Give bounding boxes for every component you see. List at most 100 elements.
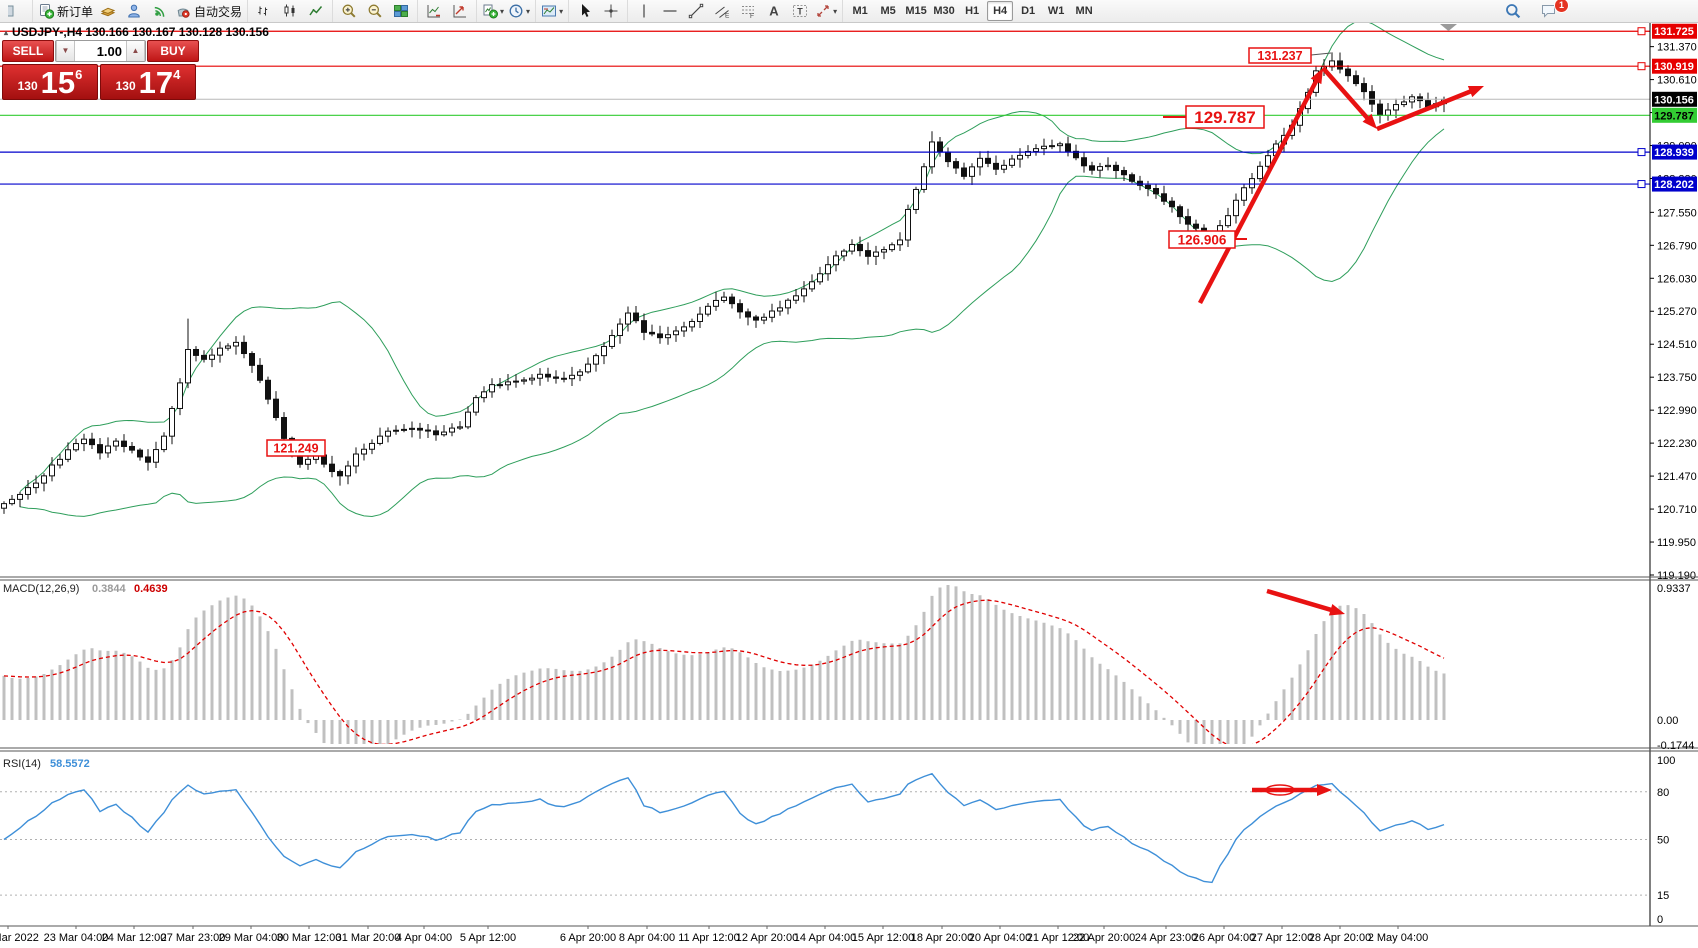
- macd-axis-max: 0.9337: [1657, 583, 1691, 595]
- chart-shift-button[interactable]: [447, 1, 473, 21]
- chart-shift-marker: [1440, 24, 1457, 31]
- signals-button[interactable]: [147, 1, 173, 21]
- rsi-axis-level: 50: [1657, 835, 1669, 847]
- periods-button[interactable]: ▾: [506, 1, 532, 21]
- auto-trading-label: 自动交易: [194, 4, 243, 19]
- price-axis-box: [1652, 58, 1697, 74]
- search-button[interactable]: [1500, 1, 1526, 21]
- date-axis-label: 21 Apr 12:00: [1027, 932, 1089, 944]
- zoom-out-button[interactable]: [362, 1, 388, 21]
- line-chart-button[interactable]: [303, 1, 329, 21]
- vertical-line-button[interactable]: [631, 1, 657, 21]
- main-toolbar: 新订单 自动交易 ▾ ▾ ▾ E F A T ▾ M1 M5 M15 M30 H1 H4 D1 W1 MN 1: [0, 0, 1698, 23]
- macd-label: MACD(12,26,9): [3, 583, 79, 595]
- chevron-down-icon[interactable]: ▾: [833, 6, 838, 16]
- date-axis-label: 23 Mar 04:00: [44, 932, 109, 944]
- price-axis-box-label: 130.919: [1654, 61, 1694, 73]
- sell-price-prefix: 130: [17, 79, 38, 93]
- annotation-box[interactable]: [1168, 230, 1236, 249]
- chevron-down-icon[interactable]: ▾: [526, 6, 531, 16]
- market-book-button[interactable]: [95, 1, 121, 21]
- timeframe-d1-button[interactable]: D1: [1021, 5, 1036, 17]
- trend-arrow: [1198, 75, 1321, 305]
- chat-button[interactable]: 1: [1536, 0, 1569, 21]
- text-label-button[interactable]: T: [787, 1, 813, 21]
- sell-button[interactable]: SELL: [2, 40, 54, 62]
- volume-input[interactable]: [75, 41, 126, 61]
- fibo-icon: F: [740, 3, 756, 19]
- rsi-axis-level: 15: [1657, 890, 1669, 902]
- bar-chart-button[interactable]: [251, 1, 277, 21]
- text-button[interactable]: A: [761, 1, 787, 21]
- annotation-box[interactable]: [1185, 105, 1265, 129]
- trend-arrow-head: [1317, 784, 1332, 796]
- timeframe-m15-button[interactable]: M15: [905, 5, 927, 17]
- toolbar-group-trade: 新订单 自动交易: [33, 0, 249, 22]
- equidistant-channel-button[interactable]: E: [709, 1, 735, 21]
- date-axis-label: 18 Apr 20:00: [911, 932, 973, 944]
- date-axis-label: 27 Mar 23:00: [161, 932, 226, 944]
- chevron-down-icon[interactable]: ▾: [559, 6, 564, 16]
- indicator-window-button[interactable]: [421, 1, 447, 21]
- date-axis-label: 11 Apr 12:00: [678, 932, 740, 944]
- notification-badge: 1: [1553, 0, 1569, 13]
- zoomout-icon: [367, 3, 383, 19]
- candles: [1, 52, 1447, 514]
- rsi-panel: [0, 772, 1650, 896]
- svg-text:T: T: [797, 7, 803, 17]
- date-axis-label: 26 Apr 04:00: [1193, 932, 1255, 944]
- trend-arrow: [1321, 66, 1373, 124]
- neworder-icon: [38, 3, 54, 19]
- annotation-price-label: 131.237: [1257, 49, 1302, 63]
- volume-increase-button[interactable]: ▲: [126, 41, 145, 61]
- timeframe-m5-button[interactable]: M5: [880, 5, 896, 17]
- horizontal-line-button[interactable]: [657, 1, 683, 21]
- hline-handle: [1637, 148, 1646, 157]
- date-axis-label: 24 Mar 12:00: [102, 932, 167, 944]
- timeframe-m30-button[interactable]: M30: [933, 5, 955, 17]
- new-order-button[interactable]: 新订单: [36, 1, 95, 21]
- trend-arrow-head: [1362, 113, 1377, 129]
- timeframe-mn-button[interactable]: MN: [1075, 5, 1093, 17]
- add-indicator-button[interactable]: ▾: [480, 1, 506, 21]
- annotation-box[interactable]: [266, 439, 326, 457]
- sell-price-tile[interactable]: 130 15 6: [2, 64, 98, 100]
- rsi-line: [3, 772, 1445, 884]
- price-axis-box-label: 130.156: [1654, 94, 1694, 106]
- tile-windows-button[interactable]: [388, 1, 414, 21]
- date-axis-label: 6 Apr 20:00: [560, 932, 616, 944]
- price-axis-box-label: 129.787: [1654, 110, 1694, 122]
- annotation-price-label: 126.906: [1178, 232, 1227, 247]
- candlestick-chart-button[interactable]: [277, 1, 303, 21]
- zoom-in-button[interactable]: [336, 1, 362, 21]
- accounts-button[interactable]: [121, 1, 147, 21]
- price-tick-label: 125.270: [1657, 306, 1697, 318]
- linechart-icon: [308, 3, 324, 19]
- signal-icon: [152, 3, 168, 19]
- cursor-button[interactable]: [572, 1, 598, 21]
- buy-button[interactable]: BUY: [147, 40, 199, 62]
- toolbar-group-chart-type: [248, 0, 334, 22]
- toolbar-group-draw: E F A T ▾: [628, 0, 844, 22]
- price-axis-box: [1652, 91, 1697, 107]
- templates-button[interactable]: ▾: [539, 1, 565, 21]
- chart-window[interactable]: 131.370130.610129.850129.090128.330127.5…: [0, 22, 1698, 948]
- auto-trading-button[interactable]: 自动交易: [173, 1, 244, 21]
- timeframe-h1-button[interactable]: H1: [965, 5, 980, 17]
- trendline-button[interactable]: [683, 1, 709, 21]
- price-tick-label: 122.230: [1657, 438, 1697, 450]
- arrows-button[interactable]: ▾: [813, 1, 839, 21]
- timeframe-m1-button[interactable]: M1: [852, 5, 868, 17]
- buy-price-tile[interactable]: 130 17 4: [100, 64, 196, 100]
- chevron-down-icon[interactable]: ▾: [500, 6, 505, 16]
- chart-canvas[interactable]: 131.370130.610129.850129.090128.330127.5…: [0, 22, 1698, 948]
- rsi-axis-max: 100: [1657, 755, 1675, 767]
- fibonacci-button[interactable]: F: [735, 1, 761, 21]
- crosshair-button[interactable]: [598, 1, 624, 21]
- volume-decrease-button[interactable]: ▼: [56, 41, 75, 61]
- timeframe-w1-button[interactable]: W1: [1047, 5, 1065, 17]
- timeframe-h4-button[interactable]: H4: [987, 1, 1014, 21]
- collapse-triangle-icon[interactable]: ▴: [4, 27, 9, 37]
- annotation-box[interactable]: [1248, 47, 1312, 64]
